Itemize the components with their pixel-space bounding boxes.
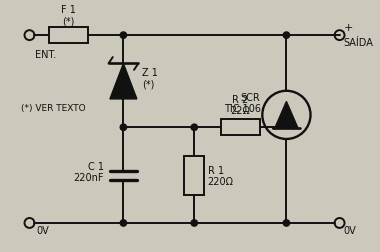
Circle shape xyxy=(120,124,127,131)
Text: C 1
220nF: C 1 220nF xyxy=(73,162,104,182)
Text: F 1
(*): F 1 (*) xyxy=(61,5,76,26)
Text: R 1
220Ω: R 1 220Ω xyxy=(208,165,234,186)
Bar xyxy=(184,156,204,195)
Polygon shape xyxy=(110,64,137,100)
Bar xyxy=(221,120,260,136)
Circle shape xyxy=(120,33,127,39)
Text: Z 1
(*): Z 1 (*) xyxy=(142,68,158,89)
Bar xyxy=(49,28,88,44)
Text: (*) VER TEXTO: (*) VER TEXTO xyxy=(21,104,85,113)
Circle shape xyxy=(283,33,290,39)
Text: ENT.: ENT. xyxy=(35,49,56,59)
Text: SCR
TIC 106: SCR TIC 106 xyxy=(223,93,261,113)
Circle shape xyxy=(191,124,198,131)
Text: R 2
22Ω: R 2 22Ω xyxy=(230,95,250,116)
Text: +: + xyxy=(344,22,353,33)
Text: 0V: 0V xyxy=(36,225,49,235)
Text: 0V: 0V xyxy=(344,225,356,235)
Circle shape xyxy=(283,220,290,226)
Polygon shape xyxy=(275,102,298,129)
Circle shape xyxy=(191,220,198,226)
Circle shape xyxy=(120,220,127,226)
Text: SAÍDA: SAÍDA xyxy=(344,38,374,48)
